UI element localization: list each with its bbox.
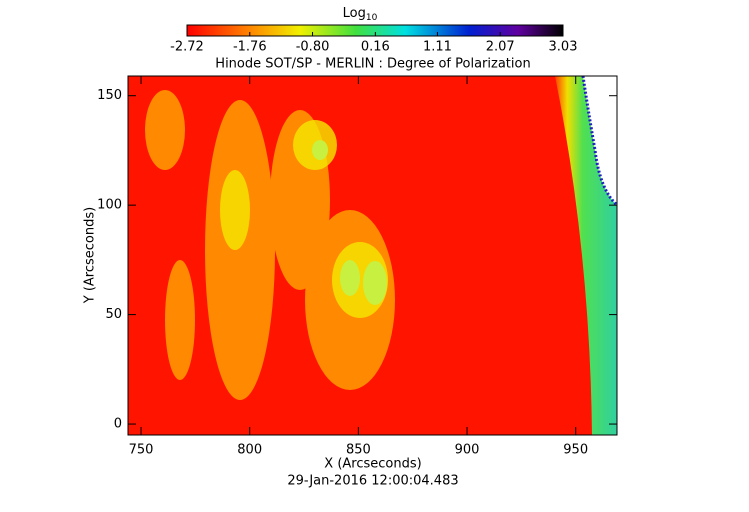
colorbar-tick-label: -0.80 (296, 40, 330, 55)
x-axis-label: X (Arcseconds) (324, 457, 421, 472)
x-tick-label: 750 (129, 443, 154, 458)
y-axis-label: Y (Arcseconds) (83, 207, 98, 304)
colorbar-tick-label: 0.16 (361, 40, 390, 55)
y-tick-label: 0 (114, 417, 122, 432)
y-tick-label: 150 (97, 88, 122, 103)
colorbar-tick-label: -1.76 (233, 40, 267, 55)
x-tick-label: 900 (455, 443, 480, 458)
x-tick-label: 850 (346, 443, 371, 458)
date-label: 29-Jan-2016 12:00:04.483 (287, 474, 458, 489)
colorbar-tick-label: 1.11 (423, 40, 452, 55)
colorbar-tick-label: -2.72 (170, 40, 204, 55)
colorbar-label: Log10 (343, 6, 378, 23)
plot-frame (127, 75, 618, 436)
x-tick-label: 800 (237, 443, 262, 458)
colorbar-tick-label: 2.07 (486, 40, 515, 55)
y-tick-label: 50 (105, 307, 122, 322)
y-tick-label: 100 (97, 198, 122, 213)
chart-title: Hinode SOT/SP - MERLIN : Degree of Polar… (215, 57, 530, 72)
colorbar-tick-label: 3.03 (549, 40, 578, 55)
x-tick-label: 950 (563, 443, 588, 458)
heatmap-image (128, 76, 617, 435)
